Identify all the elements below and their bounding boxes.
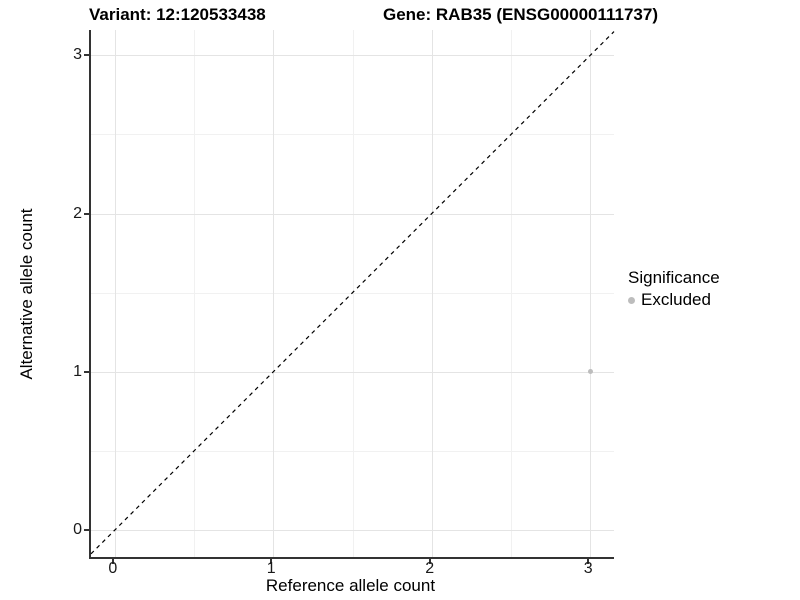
excluded-point-icon [628, 296, 635, 304]
x-axis-title: Reference allele count [265, 576, 436, 595]
legend-item-label: Excluded [641, 290, 711, 309]
y-tick-label: 3 [73, 46, 82, 64]
x-tick-label: 0 [108, 560, 118, 577]
gridline [91, 55, 614, 57]
x-tick-label: 2 [425, 560, 435, 577]
gridline [431, 30, 433, 557]
gridline [91, 371, 614, 373]
y-tick-mark [84, 529, 89, 532]
x-tick-mark [587, 559, 590, 564]
y-tick-mark [84, 54, 89, 57]
x-tick-mark [111, 559, 114, 564]
gridline [91, 213, 614, 215]
x-tick-mark [428, 559, 431, 564]
gridline [91, 530, 614, 532]
gridline [91, 134, 614, 136]
y-tick-mark [84, 212, 89, 215]
x-tick-label: 1 [266, 560, 276, 577]
data-point [587, 369, 593, 375]
gridline [114, 30, 116, 557]
legend-title: Significance [628, 268, 720, 287]
gridline [91, 450, 614, 452]
x-tick-mark [270, 559, 273, 564]
x-tick-label: 3 [583, 560, 593, 577]
plot-panel [89, 30, 615, 559]
variant-title: Variant: 12:120533438 [89, 5, 266, 24]
y-tick-label: 2 [73, 204, 82, 222]
gene-title: Gene: RAB35 (ENSG00000111737) [383, 5, 658, 24]
y-tick-label: 1 [73, 362, 82, 380]
gridline [273, 30, 275, 557]
identity-line [90, 31, 615, 555]
legend: Significance Excluded [628, 268, 720, 310]
y-tick-mark [84, 370, 89, 373]
legend-item-excluded: Excluded [628, 290, 720, 310]
gridline [590, 30, 592, 557]
y-axis-title: Alternative allele count [17, 208, 36, 380]
y-tick-label: 0 [73, 521, 82, 539]
identity-line-layer [90, 31, 615, 555]
